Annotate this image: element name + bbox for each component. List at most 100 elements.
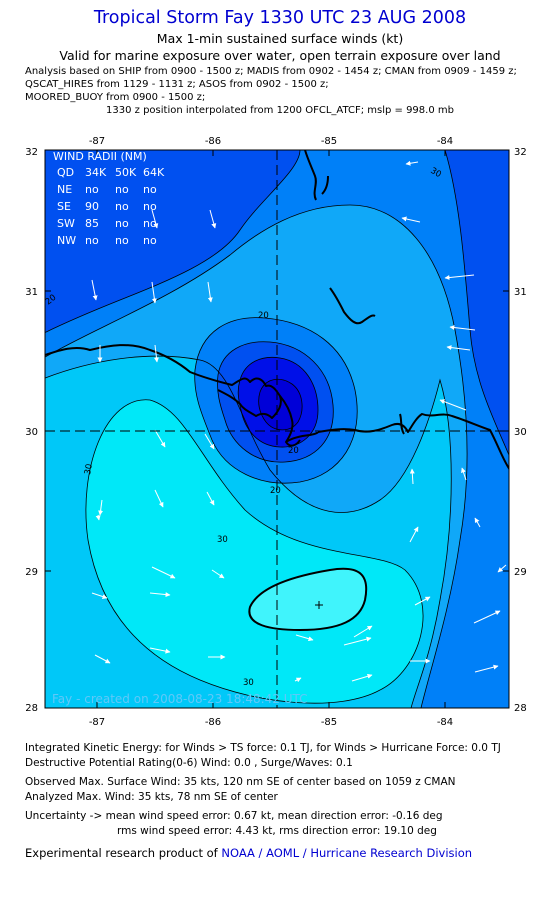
- wind-radii-cell: 90: [85, 200, 99, 213]
- lat-tick-label: 31: [25, 287, 38, 298]
- contour-label: 20: [258, 311, 269, 321]
- lat-labels-right: 32 31 30 29 28: [514, 147, 527, 714]
- lat-tick-label: 29: [514, 567, 527, 578]
- wind-arrow: [151, 281, 157, 304]
- wind-radii-cell: SE: [57, 200, 71, 213]
- lat-tick-label: 32: [514, 147, 527, 158]
- wind-arrow: [151, 209, 159, 229]
- lat-tick-label: 31: [514, 287, 527, 298]
- wind-radii-cell: no: [85, 234, 99, 247]
- validity-note: Valid for marine exposure over water, op…: [59, 48, 501, 63]
- wind-radii-cell: no: [115, 183, 129, 196]
- wind-arrow: [204, 433, 215, 450]
- wind-arrow: [449, 325, 476, 331]
- wind-arrow: [154, 489, 164, 508]
- lon-tick-label: -87: [89, 136, 105, 147]
- wind-arrow: [446, 345, 471, 351]
- wind-arrow: [474, 664, 499, 673]
- wind-arrow: [474, 517, 481, 528]
- axis-ticks: [45, 150, 509, 708]
- position-note: 1330 z position interpolated from 1200 O…: [106, 105, 454, 116]
- wind-radii-cell: NE: [57, 183, 72, 196]
- wind-arrow: [207, 281, 213, 303]
- center-crosshair: [45, 150, 509, 708]
- analysis-sources-line-1: Analysis based on SHIP from 0900 - 1500 …: [25, 66, 517, 77]
- wind-arrow: [151, 566, 176, 579]
- wind-arrow: [343, 636, 372, 646]
- wind-radii-title: WIND RADII (NM): [53, 150, 147, 163]
- watermark: Fay - created on 2008-08-23 18:48:42 UTC: [52, 692, 308, 706]
- wind-arrow: [351, 673, 373, 682]
- analysis-sources-line-3: MOORED_BUOY from 0900 - 1500 z;: [25, 92, 206, 103]
- wind-radii-header-cell: 64K: [143, 166, 165, 179]
- wind-radii-cell: no: [143, 200, 157, 213]
- wind-radii-cell: no: [143, 217, 157, 230]
- experimental-note: Experimental research product of NOAA / …: [25, 846, 472, 860]
- coastline: [45, 150, 509, 471]
- wind-radii-table: WIND RADII (NM) QD 34K 50K 64K NE no no no SE 90 n…: [53, 150, 165, 247]
- lat-labels-left: 32 31 30 29 28: [25, 147, 38, 714]
- wind-arrow: [149, 647, 171, 654]
- wind-arrow: [209, 209, 217, 229]
- wind-arrow: [409, 526, 419, 543]
- wind-arrow: [94, 654, 111, 664]
- wind-arrow: [95, 514, 101, 521]
- uncertainty-line-2: rms wind speed error: 4.43 kt, rms direc…: [117, 825, 437, 837]
- lat-tick-label: 32: [25, 147, 38, 158]
- wind-arrow: [353, 625, 373, 638]
- wind-speed-contours: [45, 150, 509, 708]
- experimental-prefix: Experimental research product of: [25, 846, 222, 860]
- lon-labels-top: -87 -86 -85 -84: [89, 136, 453, 147]
- wind-arrow: [211, 569, 225, 579]
- wind-band-30-35kt: [85, 399, 424, 704]
- hrd-link[interactable]: NOAA / AOML / Hurricane Research Divisio…: [221, 846, 473, 860]
- wind-radii-cell: 85: [85, 217, 99, 230]
- wind-radii-cell: no: [143, 234, 157, 247]
- wind-arrow: [294, 677, 302, 683]
- wind-radii-cell: SW: [57, 217, 75, 230]
- observed-max-line: Observed Max. Surface Wind: 35 kts, 120 …: [25, 776, 456, 788]
- max-wind-contour: [248, 567, 368, 632]
- contour-label: 30: [429, 166, 443, 180]
- wind-radii-header-cell: 50K: [115, 166, 137, 179]
- contour-label: 30: [83, 463, 95, 475]
- wind-arrow: [91, 279, 98, 301]
- wind-radii-cell: NW: [57, 234, 76, 247]
- analyzed-max-line: Analyzed Max. Wind: 35 kts, 78 nm SE of …: [25, 791, 278, 803]
- lon-tick-label: -84: [437, 136, 453, 147]
- wind-arrow: [409, 468, 415, 485]
- wind-radii-cell: no: [115, 217, 129, 230]
- wind-vectors: [91, 160, 507, 683]
- wind-arrow: [154, 429, 166, 448]
- ike-line: Integrated Kinetic Energy: for Winds > T…: [25, 742, 501, 754]
- wind-arrow: [206, 491, 215, 506]
- lon-tick-label: -84: [437, 717, 453, 728]
- map-frame: [44, 149, 510, 709]
- contour-lines: [45, 150, 509, 708]
- wind-arrow: [414, 596, 431, 606]
- wind-arrow: [497, 564, 507, 573]
- wind-band-10-15kt: [45, 150, 509, 456]
- wind-radii-header-cell: 34K: [85, 166, 107, 179]
- lat-tick-label: 30: [514, 427, 527, 438]
- wind-radii-cell: no: [115, 234, 129, 247]
- wind-arrow: [98, 499, 104, 516]
- subtitle: Max 1-min sustained surface winds (kt): [156, 31, 404, 46]
- wind-arrow: [401, 216, 421, 223]
- wind-arrow: [444, 274, 475, 281]
- lon-tick-label: -86: [205, 136, 221, 147]
- lat-tick-label: 29: [25, 567, 38, 578]
- dpr-line: Destructive Potential Rating(0-6) Wind: …: [25, 757, 353, 769]
- lat-tick-label: 30: [25, 427, 38, 438]
- contour-label: 20: [270, 486, 281, 496]
- lon-tick-label: -85: [321, 136, 337, 147]
- wind-arrow: [153, 344, 159, 363]
- lon-labels-bottom: -87 -86 -85 -84: [89, 717, 453, 728]
- wind-arrow: [405, 160, 419, 166]
- lat-tick-label: 28: [25, 703, 38, 714]
- wind-arrow: [461, 467, 467, 481]
- wind-radii-header-cell: QD: [57, 166, 74, 179]
- wind-arrow: [439, 399, 467, 411]
- wind-radii-cell: no: [115, 200, 129, 213]
- contour-label: 30: [243, 678, 254, 688]
